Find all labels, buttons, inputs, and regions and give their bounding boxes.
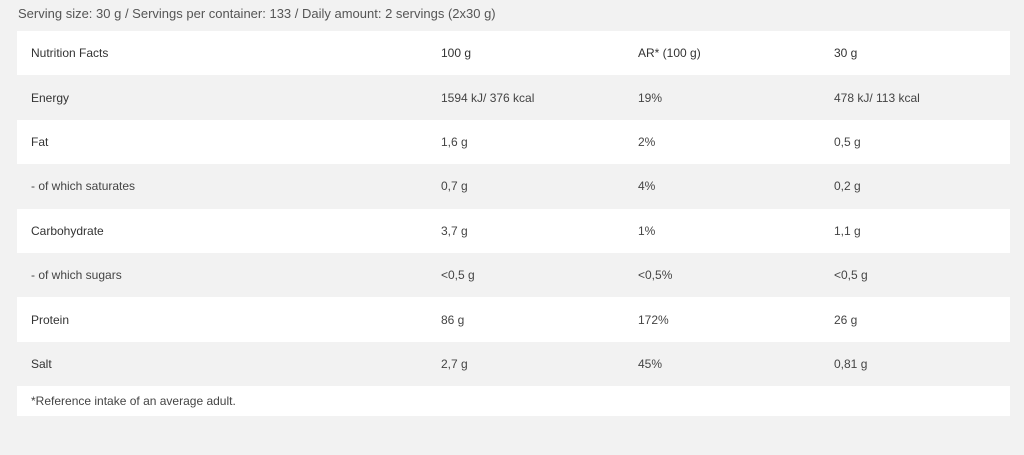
- row-ar: <0,5%: [638, 268, 673, 283]
- row-per100: 2,7 g: [441, 356, 468, 371]
- row-ar: 2%: [638, 134, 656, 149]
- header-100g: 100 g: [441, 46, 472, 61]
- table-header-row: Nutrition Facts 100 g AR* (100 g) 30 g: [17, 31, 1010, 76]
- row-ar: 19%: [638, 90, 663, 105]
- serving-info: Serving size: 30 g / Servings per contai…: [18, 6, 496, 21]
- row-per30: 1,1 g: [834, 223, 861, 238]
- row-per100: 3,7 g: [441, 223, 468, 238]
- row-per100: 0,7 g: [441, 179, 468, 194]
- row-ar: 172%: [638, 312, 669, 327]
- table-row: Energy 1594 kJ/ 376 kcal 19% 478 kJ/ 113…: [17, 75, 1010, 120]
- header-30g: 30 g: [834, 46, 858, 61]
- row-per30: 0,2 g: [834, 179, 861, 194]
- footnote: *Reference intake of an average adult.: [17, 386, 1010, 416]
- row-ar: 4%: [638, 179, 656, 194]
- table-row: Carbohydrate 3,7 g 1% 1,1 g: [17, 208, 1010, 253]
- row-per30: 478 kJ/ 113 kcal: [834, 90, 920, 105]
- row-per30: 26 g: [834, 312, 858, 327]
- row-name: Fat: [31, 134, 49, 149]
- row-per100: 86 g: [441, 312, 465, 327]
- row-name: Energy: [31, 90, 70, 105]
- row-per30: 0,5 g: [834, 134, 861, 149]
- row-per100: <0,5 g: [441, 268, 475, 283]
- header-ar: AR* (100 g): [638, 46, 701, 61]
- row-name: Salt: [31, 356, 52, 371]
- row-ar: 45%: [638, 356, 663, 371]
- table-row: Salt 2,7 g 45% 0,81 g: [17, 341, 1010, 387]
- row-per100: 1,6 g: [441, 134, 468, 149]
- row-per30: <0,5 g: [834, 268, 868, 283]
- header-nutrition-facts: Nutrition Facts: [31, 46, 109, 61]
- table-row: Fat 1,6 g 2% 0,5 g: [17, 119, 1010, 165]
- row-name: - of which saturates: [31, 179, 136, 194]
- table-row: - of which sugars <0,5 g <0,5% <0,5 g: [17, 252, 1010, 298]
- nutrition-table: Nutrition Facts 100 g AR* (100 g) 30 g E…: [17, 31, 1010, 387]
- row-name: - of which sugars: [31, 268, 122, 283]
- row-name: Protein: [31, 312, 70, 327]
- row-per100: 1594 kJ/ 376 kcal: [441, 90, 535, 105]
- row-per30: 0,81 g: [834, 356, 868, 371]
- table-row: Protein 86 g 172% 26 g: [17, 297, 1010, 342]
- row-name: Carbohydrate: [31, 223, 104, 238]
- row-ar: 1%: [638, 223, 656, 238]
- table-row: - of which saturates 0,7 g 4% 0,2 g: [17, 164, 1010, 209]
